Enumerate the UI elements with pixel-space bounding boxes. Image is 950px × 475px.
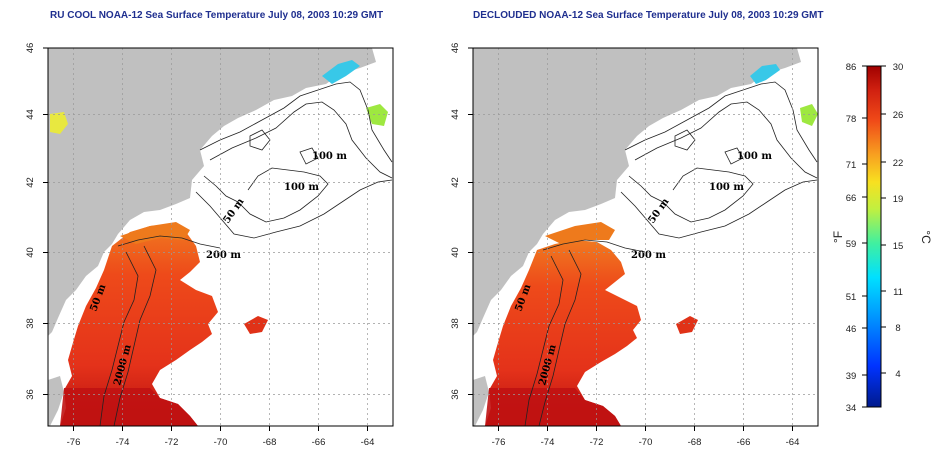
right-ticks — [468, 47, 793, 431]
right-sst-north — [545, 222, 615, 244]
left-land-south — [48, 376, 64, 426]
right-isobath-label: 200 m — [631, 250, 666, 261]
lat-tick-label: 40 — [450, 247, 461, 258]
left-lon-labels: -76 -74 -72 -70 -68 -66 -64 — [67, 437, 375, 448]
colorbar-c-label: 4 — [895, 369, 900, 380]
lon-tick-label: -76 — [492, 437, 506, 448]
left-map: 100 m 100 m 50 m 200 m 50 m 2000 m — [25, 43, 394, 448]
colorbar-fahrenheit-labels: 86 78 71 66 59 51 46 39 34 — [846, 62, 857, 414]
colorbar-f-label: 71 — [846, 160, 857, 171]
colorbar-celsius-labels: 30 26 22 19 15 11 8 4 — [893, 62, 904, 380]
colorbar-f-label: 78 — [846, 114, 857, 125]
right-isobaths — [524, 81, 818, 427]
left-sst-hot — [60, 388, 198, 426]
lat-tick-label: 46 — [25, 43, 36, 54]
left-gridlines — [48, 48, 393, 426]
lon-tick-label: -74 — [116, 437, 130, 448]
colorbar-f-label: 59 — [846, 239, 857, 250]
left-sst-green-patch — [366, 104, 388, 126]
lat-tick-label: 40 — [25, 247, 36, 258]
colorbar-f-label: 39 — [846, 371, 857, 382]
colorbar-celsius-unit: °C — [919, 230, 933, 244]
colorbar-fahrenheit-ticks — [862, 65, 867, 408]
lat-tick-label: 42 — [25, 177, 36, 188]
right-gridlines — [473, 48, 818, 426]
colorbar-f-label: 51 — [846, 292, 857, 303]
lat-tick-label: 38 — [450, 318, 461, 329]
lon-tick-label: -66 — [737, 437, 751, 448]
right-sst-hot — [485, 388, 621, 426]
lat-tick-label: 42 — [450, 177, 461, 188]
right-land — [473, 48, 801, 336]
right-sst-patch — [676, 316, 698, 334]
colorbar-c-label: 30 — [893, 62, 904, 73]
colorbar-c-label: 19 — [893, 194, 904, 205]
right-map: 100 m 100 m 50 m 200 m 50 m 2000 m — [450, 43, 819, 448]
left-ticks — [43, 47, 368, 431]
colorbar-c-label: 26 — [893, 110, 904, 121]
lon-tick-label: -66 — [312, 437, 326, 448]
lon-tick-label: -76 — [67, 437, 81, 448]
colorbar-c-label: 11 — [893, 287, 903, 298]
colorbar-gradient — [866, 65, 882, 408]
lat-tick-label: 36 — [450, 389, 461, 400]
left-lat-labels: 36 38 40 42 44 46 — [25, 43, 36, 400]
lat-tick-label: 44 — [450, 109, 461, 120]
right-map-title: DECLOUDED NOAA-12 Sea Surface Temperatur… — [473, 10, 824, 21]
lon-tick-label: -70 — [639, 437, 653, 448]
right-isobath-label: 100 m — [709, 182, 744, 193]
colorbar-f-label: 34 — [846, 403, 857, 414]
right-lat-labels: 36 38 40 42 44 46 — [450, 43, 461, 400]
left-land — [48, 48, 376, 336]
colorbar-c-label: 8 — [895, 323, 900, 334]
lat-tick-label: 44 — [25, 109, 36, 120]
colorbar-fahrenheit-unit: °F — [831, 231, 845, 243]
right-land-south — [473, 376, 489, 426]
left-isobath-label: 100 m — [312, 151, 347, 162]
right-sst-green-patch — [800, 104, 818, 126]
lon-tick-label: -72 — [165, 437, 179, 448]
right-sst-cyan-patch — [750, 64, 780, 84]
left-map-title: RU COOL NOAA-12 Sea Surface Temperature … — [50, 10, 384, 21]
colorbar-f-label: 66 — [846, 193, 857, 204]
lon-tick-label: -64 — [361, 437, 375, 448]
lon-tick-label: -68 — [263, 437, 277, 448]
lat-tick-label: 38 — [25, 318, 36, 329]
lat-tick-label: 46 — [450, 43, 461, 54]
lon-tick-label: -64 — [786, 437, 800, 448]
left-sst-north — [120, 222, 190, 244]
left-sst-cyan-patch — [322, 60, 360, 84]
lon-tick-label: -68 — [688, 437, 702, 448]
colorbar-f-label: 46 — [846, 324, 857, 335]
left-isobaths — [99, 81, 393, 427]
colorbar-c-label: 22 — [893, 158, 904, 169]
left-isobath-label: 100 m — [284, 182, 319, 193]
colorbar-f-label: 86 — [846, 62, 857, 73]
lon-tick-label: -70 — [214, 437, 228, 448]
colorbar-c-label: 15 — [893, 241, 904, 252]
left-sst-patch — [244, 316, 268, 334]
colorbar-celsius-ticks — [881, 65, 886, 374]
colorbar: 86 78 71 66 59 51 46 39 34 30 26 22 19 1… — [831, 62, 933, 414]
right-isobath-label: 100 m — [737, 151, 772, 162]
lat-tick-label: 36 — [25, 389, 36, 400]
right-lon-labels: -76 -74 -72 -70 -68 -66 -64 — [492, 437, 800, 448]
left-sst-yellow-patch — [50, 112, 68, 134]
lon-tick-label: -74 — [541, 437, 555, 448]
lon-tick-label: -72 — [590, 437, 604, 448]
left-isobath-label: 200 m — [206, 250, 241, 261]
